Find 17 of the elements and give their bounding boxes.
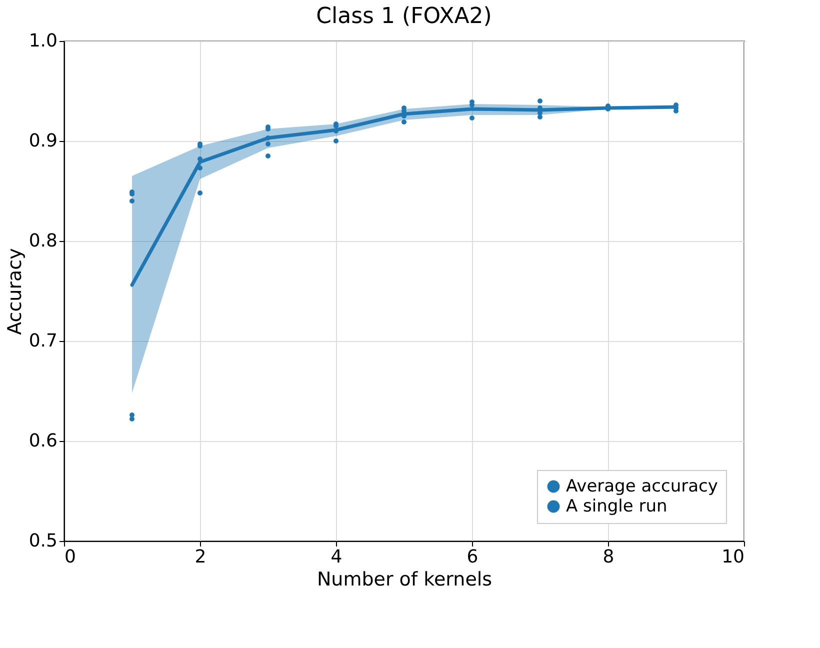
- y-tick-label: 1.0: [28, 30, 58, 52]
- y-axis-title: Accuracy: [4, 248, 26, 335]
- x-tick-label: 10: [722, 546, 744, 568]
- y-tick-label: 0.7: [28, 330, 58, 352]
- x-axis-title: Number of kernels: [316, 568, 492, 590]
- x-tick-label: 4: [330, 546, 342, 568]
- x-tick-label: 2: [194, 546, 206, 568]
- y-tick-label: 0.6: [28, 430, 58, 452]
- y-tick-label: 0.9: [28, 130, 58, 152]
- x-tick-label: 8: [602, 546, 614, 568]
- legend-label: Average accuracy: [566, 476, 718, 496]
- x-tick-label: 0: [64, 546, 76, 568]
- y-tick-label: 0.5: [28, 530, 58, 552]
- x-tick-label: 6: [466, 546, 478, 568]
- chart-title: Class 1 (FOXA2): [316, 4, 492, 29]
- y-tick-label: 0.8: [28, 230, 58, 252]
- legend-label: A single run: [566, 496, 668, 516]
